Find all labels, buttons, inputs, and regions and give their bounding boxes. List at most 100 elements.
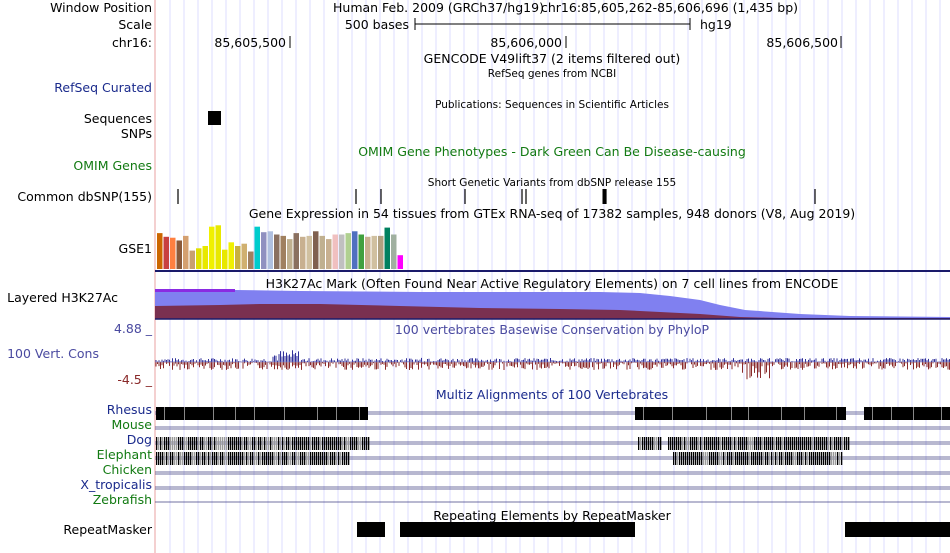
repeat-element[interactable]	[400, 522, 635, 537]
gtex-tissue-bar[interactable]	[183, 235, 189, 269]
refseq-track-title[interactable]: RefSeq genes from NCBI	[488, 68, 616, 80]
h3k27ac-signal[interactable]	[155, 289, 950, 319]
gtex-tissue-bar[interactable]	[397, 255, 404, 269]
gtex-tissue-bar[interactable]	[280, 235, 287, 269]
repeat-track-label[interactable]: RepeatMasker	[63, 522, 152, 537]
alignment-base	[712, 437, 714, 450]
gtex-tissue-bar[interactable]	[267, 231, 274, 269]
gtex-tissue-bar[interactable]	[306, 235, 313, 269]
gtex-tissue-bar[interactable]	[254, 226, 261, 269]
gtex-tissue-bar[interactable]	[222, 249, 228, 269]
alignment-base	[334, 452, 336, 465]
gtex-track-title[interactable]: Gene Expression in 54 tissues from GTEx …	[249, 206, 855, 221]
gtex-tissue-bar[interactable]	[391, 234, 397, 270]
gtex-tissue-bar[interactable]	[384, 227, 391, 269]
gtex-tissue-bar[interactable]	[189, 250, 196, 269]
multiz-row[interactable]	[155, 486, 950, 490]
gtex-tissue-bar[interactable]	[196, 248, 202, 269]
alignment-block[interactable]	[864, 407, 950, 420]
alignment-base	[240, 452, 242, 465]
gtex-tissue-bar[interactable]	[287, 239, 293, 269]
refseq-track-label[interactable]: RefSeq Curated	[54, 80, 152, 95]
snps-track-label[interactable]: SNPs	[121, 126, 152, 141]
gtex-tissue-bar[interactable]	[170, 237, 176, 269]
gtex-tissue-bar[interactable]	[215, 225, 222, 269]
gtex-tissue-bar[interactable]	[293, 233, 300, 269]
alignment-base	[752, 437, 754, 450]
species-label-elephant[interactable]: Elephant	[97, 447, 153, 462]
repeat-element[interactable]	[357, 522, 385, 537]
alignment-base	[715, 452, 717, 465]
alignment-base	[248, 452, 250, 465]
omim-track-label[interactable]: OMIM Genes	[73, 158, 152, 173]
h3k27ac-track-label[interactable]: Layered H3K27Ac	[7, 290, 118, 305]
alignment-block[interactable]	[156, 407, 368, 420]
publications-track-title[interactable]: Publications: Sequences in Scientific Ar…	[435, 99, 669, 111]
alignment-base	[763, 452, 765, 465]
species-label-zebrafish[interactable]: Zebrafish	[93, 492, 152, 507]
alignment-base	[724, 437, 726, 450]
gtex-tissue-bar[interactable]	[326, 239, 332, 269]
gtex-tissue-bar[interactable]	[352, 231, 358, 269]
species-label-x-tropicalis[interactable]: X_tropicalis	[80, 477, 152, 492]
gtex-tissue-bar[interactable]	[202, 246, 209, 269]
gtex-tissue-bar[interactable]	[319, 235, 326, 269]
gtex-tissue-bar[interactable]	[332, 234, 339, 270]
multiz-track-title[interactable]: Multiz Alignments of 100 Vertebrates	[436, 387, 668, 402]
dbsnp-track-title[interactable]: Short Genetic Variants from dbSNP releas…	[428, 177, 676, 189]
species-label-dog[interactable]: Dog	[127, 432, 152, 447]
alignment-mismatch	[284, 407, 285, 420]
gtex-expression-bars[interactable]	[157, 225, 403, 269]
alignment-base	[288, 437, 290, 450]
alignment-base	[316, 437, 318, 450]
cons-track-label[interactable]: 100 Vert. Cons	[7, 346, 99, 361]
species-label-mouse[interactable]: Mouse	[111, 417, 152, 432]
gtex-tissue-bar[interactable]	[235, 246, 241, 269]
alignment-block[interactable]	[635, 407, 846, 420]
gtex-tissue-bar[interactable]	[371, 235, 378, 269]
gtex-tissue-bar[interactable]	[345, 233, 352, 269]
gtex-tissue-bar[interactable]	[248, 251, 254, 269]
gtex-tissue-bar[interactable]	[157, 233, 163, 269]
gtex-tissue-bar[interactable]	[163, 236, 170, 269]
gtex-track-label[interactable]: GSE1	[119, 241, 152, 256]
cons-track-title[interactable]: 100 vertebrates Basewise Conservation by…	[395, 322, 710, 337]
sequence-feature[interactable]	[208, 111, 221, 125]
repeat-element[interactable]	[845, 522, 950, 537]
dbsnp-track-label[interactable]: Common dbSNP(155)	[17, 189, 152, 204]
gtex-tissue-bar[interactable]	[378, 235, 384, 269]
gtex-tissue-bar[interactable]	[300, 236, 306, 269]
gtex-tissue-bar[interactable]	[241, 243, 248, 269]
alignment-base	[811, 452, 813, 465]
conservation-wiggle[interactable]	[155, 350, 950, 380]
alignment-base	[310, 437, 312, 450]
repeat-track-title[interactable]: Repeating Elements by RepeatMasker	[433, 508, 671, 523]
dbsnp-variant-ticks[interactable]	[177, 189, 816, 204]
alignment-base	[672, 437, 674, 450]
gtex-tissue-bar[interactable]	[365, 236, 371, 269]
gtex-tissue-bar[interactable]	[274, 234, 280, 270]
alignment-base	[158, 452, 160, 465]
species-label-rhesus[interactable]: Rhesus	[107, 402, 152, 417]
gtex-tissue-bar[interactable]	[209, 226, 215, 269]
species-label-chicken[interactable]: Chicken	[103, 462, 152, 477]
sequences-track-label[interactable]: Sequences	[84, 111, 152, 126]
omim-track-title[interactable]: OMIM Gene Phenotypes - Dark Green Can Be…	[358, 144, 746, 159]
gtex-tissue-bar[interactable]	[228, 242, 235, 269]
multiz-row[interactable]	[155, 471, 950, 475]
alignment-base	[302, 437, 304, 450]
gtex-tissue-bar[interactable]	[358, 234, 365, 270]
alignment-base	[266, 437, 268, 450]
multiz-row[interactable]	[155, 426, 950, 430]
multiz-row[interactable]	[155, 407, 950, 420]
gencode-track-title[interactable]: GENCODE V49lift37 (2 items filtered out)	[424, 51, 681, 66]
h3k27ac-track-title[interactable]: H3K27Ac Mark (Often Found Near Active Re…	[266, 276, 839, 291]
multiz-row[interactable]	[155, 452, 950, 465]
multiz-row[interactable]	[155, 437, 950, 450]
gtex-tissue-bar[interactable]	[261, 232, 267, 269]
multiz-alignment-rows[interactable]	[155, 407, 950, 503]
gtex-tissue-bar[interactable]	[313, 231, 319, 269]
alignment-base	[184, 452, 186, 465]
gtex-tissue-bar[interactable]	[176, 240, 183, 269]
gtex-tissue-bar[interactable]	[339, 234, 345, 270]
